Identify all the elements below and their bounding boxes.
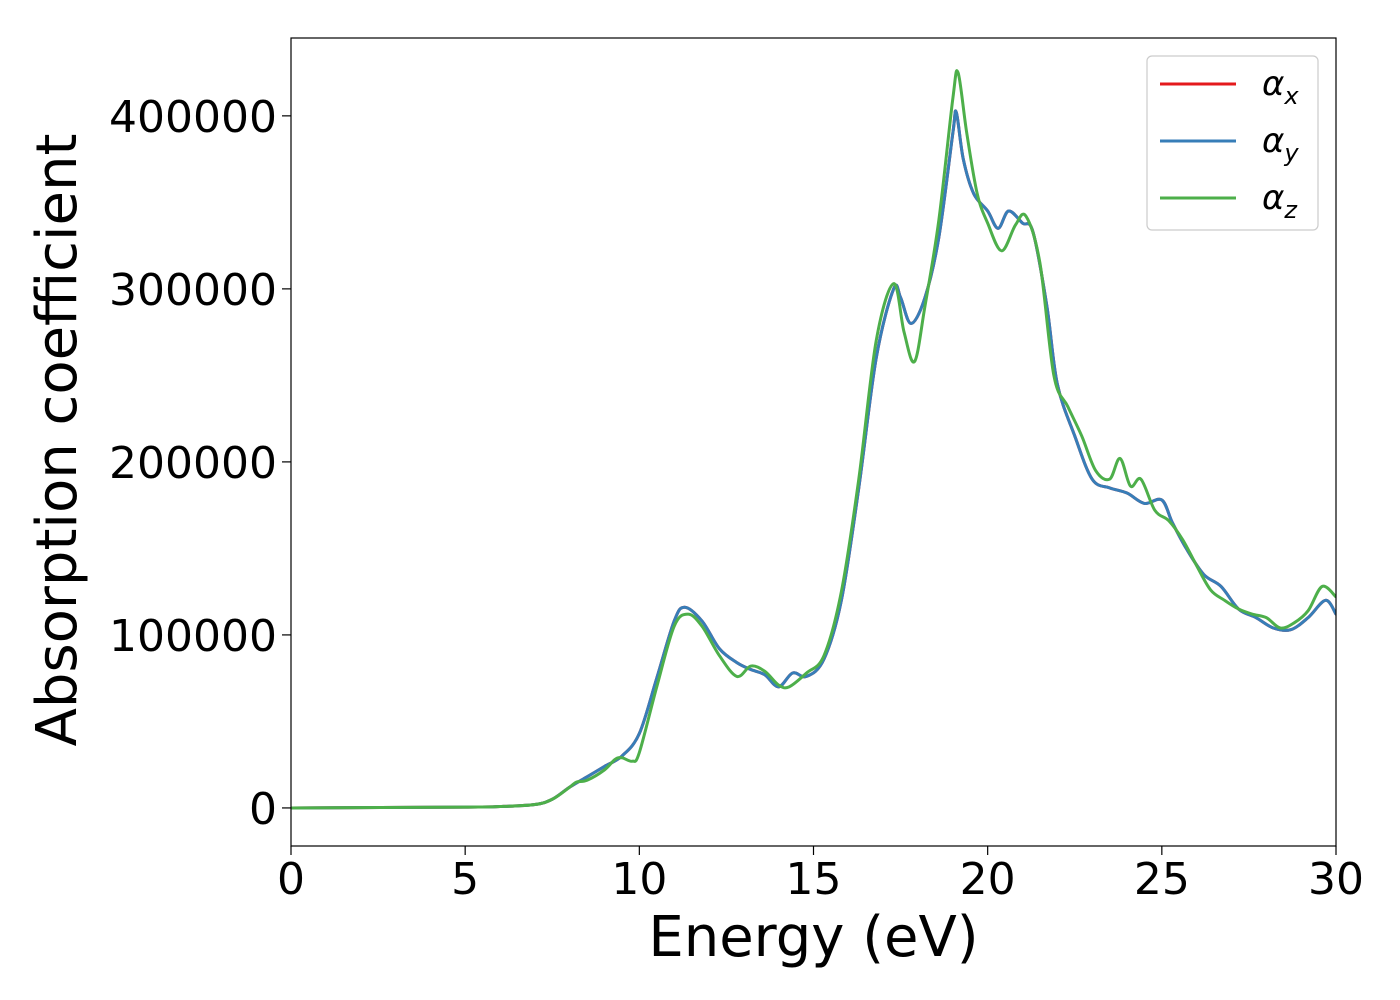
x-tick-label: 15 <box>786 854 842 905</box>
series-layer <box>291 69 1336 810</box>
x-tick-label: 10 <box>611 854 667 905</box>
x-tick-label: 20 <box>960 854 1016 905</box>
y-tick-label: 100000 <box>109 611 277 662</box>
x-axis-title: Energy (eV) <box>648 905 978 970</box>
legend-label-x: αx <box>1262 64 1299 110</box>
legend-subscript: z <box>1283 196 1298 224</box>
x-tick-label: 5 <box>451 854 479 905</box>
legend-label-z: αz <box>1262 178 1298 224</box>
legend-symbol: α <box>1262 178 1284 218</box>
y-tick-label: 200000 <box>109 438 277 489</box>
x-axis-ticks: 0 5 10 15 20 25 30 <box>277 846 1364 905</box>
y-axis-title: Absorption coefficient <box>25 134 90 747</box>
y-tick-label: 400000 <box>109 92 277 143</box>
x-tick-label: 0 <box>277 854 305 905</box>
series-line-z <box>291 69 1336 810</box>
x-tick-label: 25 <box>1134 854 1190 905</box>
legend-box <box>1146 55 1319 231</box>
x-tick-label: 30 <box>1308 854 1364 905</box>
y-tick-label: 0 <box>249 784 277 835</box>
legend-label-y: αy <box>1262 121 1299 167</box>
y-axis-ticks: 0 100000 200000 300000 400000 <box>109 92 291 835</box>
legend-subscript: y <box>1283 139 1299 167</box>
legend-symbol: α <box>1262 64 1284 104</box>
legend-symbol: α <box>1262 121 1284 161</box>
legend-subscript: x <box>1283 82 1299 110</box>
y-tick-label: 300000 <box>109 265 277 316</box>
